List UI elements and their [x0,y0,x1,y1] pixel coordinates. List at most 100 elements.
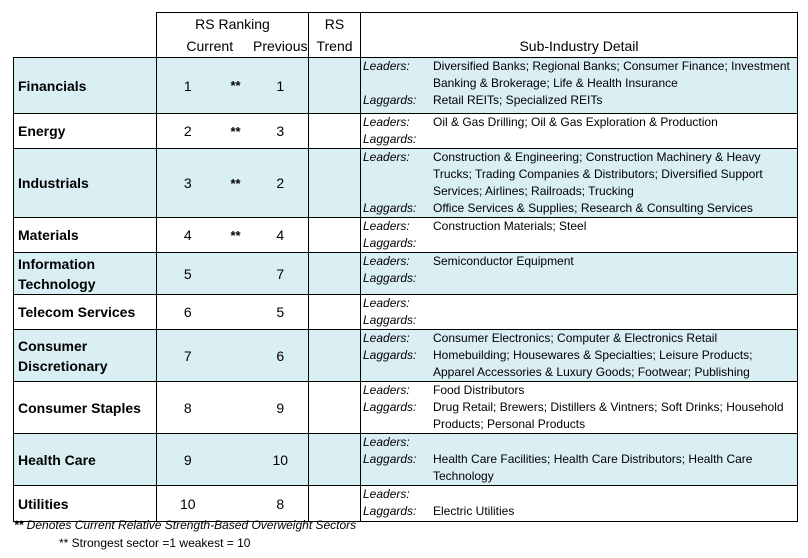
leaders-label: Leaders: [363,59,410,73]
sector-rows: Financials 1 ** 1 Leaders: Diversified Banks;… [13,57,798,522]
laggards-label: Laggards: [363,132,417,146]
overweight-flag: ** [218,148,253,218]
trend-header: Trend [308,35,361,58]
previous-rank: 6 [252,329,309,382]
sector-name: Telecom Services [13,294,157,330]
rs-trend [308,217,361,253]
sector-name: Materials [13,217,157,253]
overweight-flag: ** [218,217,253,253]
laggards-text: Retail REITs; Specialized REITs [433,93,603,107]
leaders-label: Leaders: [363,254,410,268]
rs-trend [308,252,361,295]
sub-industry-detail: Leaders: Oil & Gas Drilling; Oil & Gas Ex… [360,113,798,149]
leaders-text: Construction & Engineering; Construction… [433,150,763,198]
current-rank: 7 [156,329,219,382]
sector-row: Energy 2 ** 3 Leaders: Oil & Gas Drilling; Oi… [13,113,798,149]
rs-trend [308,433,361,486]
sub-industry-detail: Leaders: Semiconductor Equipment Laggards: [360,252,798,295]
footnote-scale: ** Strongest sector =1 weakest = 10 [59,536,251,550]
previous-rank: 2 [252,148,309,218]
previous-rank: 8 [252,485,309,522]
overweight-flag [218,329,253,382]
leaders-label: Leaders: [363,296,410,310]
overweight-flag [218,433,253,486]
sub-industry-detail: Leaders: Construction & Engineering; Cons… [360,148,798,218]
overweight-flag [218,381,253,434]
sector-row: Information Technology 5 7 Leaders: Semicond… [13,252,798,295]
previous-rank: 10 [252,433,309,486]
laggards-text [433,270,797,287]
laggards-text [433,131,797,148]
rs-trend [308,148,361,218]
previous-rank: 3 [252,113,309,149]
leaders-label: Leaders: [363,115,410,129]
leaders-text: Semiconductor Equipment [433,254,574,268]
sector-name: Industrials [13,148,157,218]
leaders-label: Leaders: [363,150,410,164]
overweight-flag: ** [218,57,253,114]
overweight-flag [218,294,253,330]
sector-row: Consumer Discretionary 7 6 Leaders: Consumer… [13,329,798,382]
sub-industry-detail: Leaders: Construction Materials; Steel Lag… [360,217,798,253]
laggards-label: Laggards: [363,504,417,518]
sub-industry-detail: Leaders: Laggards: [360,294,798,330]
leaders-label: Leaders: [363,383,410,397]
header-row-1: RS Ranking RS [14,12,798,36]
sector-name: Health Care [13,433,157,486]
leaders-text: Food Distributors [433,383,525,397]
sector-row: Health Care 9 10 Leaders: Laggards: Health Ca… [13,433,798,486]
rs-trend [308,485,361,522]
laggards-text [433,235,797,252]
laggards-text: Office Services & Supplies; Research & C… [433,201,753,215]
laggards-text: Homebuilding; Housewares & Specialties; … [433,348,753,379]
sub-industry-header-top [360,12,798,35]
leaders-text: Diversified Banks; Regional Banks; Consu… [433,59,790,90]
laggards-label: Laggards: [363,271,417,285]
sector-row: Industrials 3 ** 2 Leaders: Construction & En… [13,148,798,218]
header-spacer-2 [14,35,157,58]
laggards-text: Electric Utilities [433,504,515,518]
current-rank: 5 [156,252,219,295]
sector-name: Financials [13,57,157,114]
sector-name: Consumer Staples [13,381,157,434]
leaders-text: Oil & Gas Drilling; Oil & Gas Exploratio… [433,115,718,129]
rs-ranking-table: RS Ranking RS Current Previous Trend Sub… [13,12,798,522]
previous-rank: 9 [252,381,309,434]
laggards-text: Drug Retail; Brewers; Distillers & Vintn… [433,400,784,431]
header-row-2: Current Previous Trend Sub-Industry Deta… [14,35,798,58]
laggards-label: Laggards: [363,400,417,414]
rs-header: RS [308,12,361,35]
leaders-text [433,295,797,312]
rs-trend [308,113,361,149]
sector-row: Telecom Services 6 5 Leaders: Laggards: [13,294,798,330]
rs-ranking-header: RS Ranking [156,12,309,35]
sub-industry-detail: Leaders: Laggards: Health Care Facilities;… [360,433,798,486]
sector-row: Utilities 10 8 Leaders: Laggards: Electric Ut… [13,485,798,522]
previous-rank: 4 [252,217,309,253]
current-rank: 9 [156,433,219,486]
current-rank: 10 [156,485,219,522]
current-rank: 2 [156,113,219,149]
leaders-text [433,434,797,451]
sub-industry-detail: Leaders: Laggards: Electric Utilities [360,485,798,522]
current-rank: 4 [156,217,219,253]
current-rank: 8 [156,381,219,434]
laggards-text: Health Care Facilities; Health Care Dist… [433,452,753,483]
laggards-label: Laggards: [363,201,417,215]
sector-name: Energy [13,113,157,149]
laggards-label: Laggards: [363,236,417,250]
laggards-label: Laggards: [363,93,417,107]
sub-industry-detail-header: Sub-Industry Detail [360,35,798,58]
sub-industry-detail: Leaders: Food Distributors Laggards: Drug R… [360,381,798,434]
leaders-label: Leaders: [363,487,410,501]
footnote-overweight: ** Denotes Current Relative Strength-Bas… [14,518,356,532]
leaders-text [433,486,797,503]
rs-trend [308,329,361,382]
previous-rank: 1 [252,57,309,114]
previous-rank: 7 [252,252,309,295]
previous-header: Previous [253,38,308,54]
header-spacer [14,13,157,36]
leaders-label: Leaders: [363,331,410,345]
leaders-text: Construction Materials; Steel [433,219,587,233]
rs-trend [308,57,361,114]
